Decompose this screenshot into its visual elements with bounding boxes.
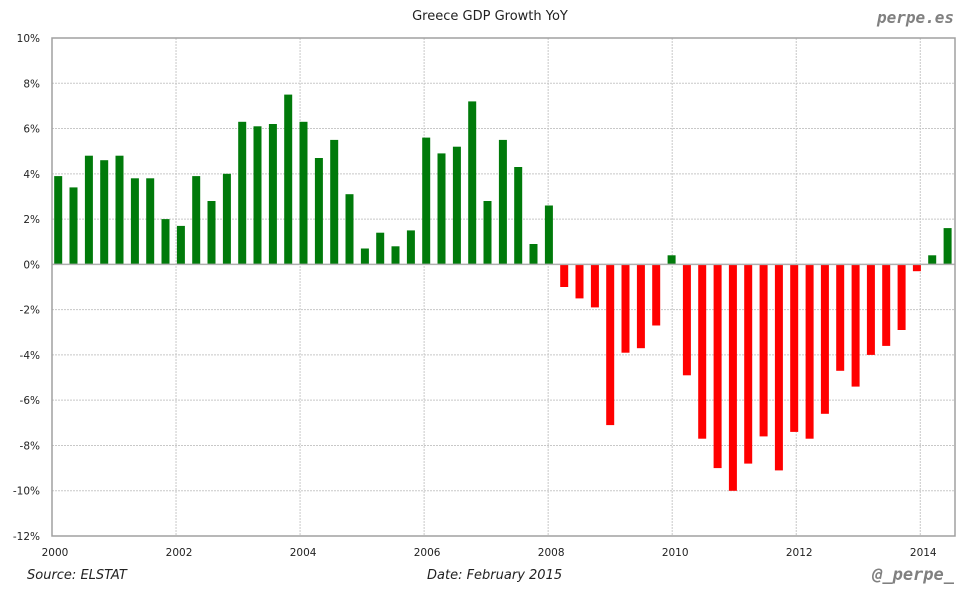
bar-2013Q2 — [866, 264, 875, 355]
bar-2001Q1 — [115, 155, 124, 265]
bar-2014Q2 — [928, 255, 937, 265]
y-tick-label: -8% — [20, 440, 40, 452]
x-tick-label: 2000 — [42, 547, 69, 559]
bar-2010Q1 — [667, 255, 676, 265]
bar-2004Q4 — [345, 194, 354, 265]
bar-2011Q3 — [759, 264, 768, 437]
bar-2007Q3 — [514, 167, 523, 265]
bar-2011Q2 — [744, 264, 753, 464]
grid-lines — [52, 38, 955, 536]
y-axis-ticks: 10% 8% 6% 4% 2% 0% -2% -4% -6% -8% -10% -12% — [13, 33, 40, 543]
bar-2004Q3 — [330, 139, 339, 265]
bar-2012Q3 — [820, 264, 829, 414]
y-tick-label: -12% — [13, 531, 40, 543]
x-tick-label: 2012 — [786, 547, 813, 559]
source-note: Source: ELSTAT — [27, 568, 127, 583]
bar-2013Q3 — [882, 264, 891, 346]
bar-2006Q1 — [422, 137, 431, 265]
bar-2012Q1 — [790, 264, 799, 432]
bar-2006Q2 — [437, 153, 446, 265]
bar-2009Q2 — [621, 264, 630, 353]
x-tick-label: 2006 — [414, 547, 441, 559]
y-tick-label: 6% — [23, 124, 40, 136]
brand-watermark: perpe.es — [876, 8, 954, 27]
bar-2001Q4 — [161, 219, 170, 265]
y-tick-label: -4% — [20, 350, 40, 362]
bar-2000Q3 — [84, 155, 93, 265]
bar-2009Q3 — [636, 264, 645, 349]
y-tick-label: 0% — [23, 259, 40, 271]
bar-2009Q4 — [652, 264, 661, 326]
x-tick-label: 2004 — [290, 547, 317, 559]
bar-2002Q4 — [222, 173, 231, 265]
bar-2012Q2 — [805, 264, 814, 439]
bar-2003Q2 — [253, 126, 262, 265]
bar-2010Q4 — [713, 264, 722, 469]
bar-2000Q1 — [54, 176, 63, 265]
x-tick-label: 2014 — [910, 547, 937, 559]
bar-2003Q3 — [268, 124, 277, 265]
bar-2013Q4 — [897, 264, 906, 330]
bar-2005Q1 — [360, 248, 369, 265]
bar-2005Q2 — [376, 232, 385, 265]
chart-title: Greece GDP Growth YoY — [412, 9, 568, 24]
bar-2008Q1 — [544, 205, 553, 265]
bar-2004Q2 — [314, 158, 323, 265]
x-tick-label: 2002 — [166, 547, 193, 559]
x-tick-label: 2010 — [662, 547, 689, 559]
y-tick-label: 2% — [23, 214, 40, 226]
bar-2011Q1 — [728, 264, 737, 491]
bar-2011Q4 — [774, 264, 783, 471]
bar-2008Q4 — [590, 264, 599, 308]
bar-2008Q3 — [575, 264, 584, 299]
bar-2001Q3 — [146, 178, 155, 265]
y-tick-label: 4% — [23, 169, 40, 181]
bar-2007Q2 — [498, 139, 507, 265]
bar-2001Q2 — [130, 178, 139, 265]
bar-2014Q1 — [912, 264, 921, 272]
bar-2008Q2 — [560, 264, 569, 287]
plot-border — [51, 37, 956, 537]
bar-2010Q2 — [682, 264, 691, 376]
date-note: Date: February 2015 — [427, 568, 563, 583]
bar-2002Q1 — [176, 225, 185, 265]
bar-2002Q3 — [207, 201, 216, 265]
bar-2003Q4 — [284, 94, 293, 265]
bar-2000Q2 — [69, 187, 78, 265]
y-tick-label: -6% — [20, 395, 40, 407]
bar-2004Q1 — [299, 121, 308, 265]
twitter-handle: @_perpe_ — [872, 565, 954, 585]
bar-2006Q4 — [468, 101, 477, 265]
bar-2013Q1 — [851, 264, 860, 387]
bar-2010Q3 — [698, 264, 707, 439]
bar-2006Q3 — [452, 146, 461, 265]
bars — [54, 94, 952, 491]
bar-2005Q3 — [391, 246, 400, 265]
bar-2014Q3 — [943, 228, 952, 265]
bar-2012Q4 — [836, 264, 845, 371]
x-axis-ticks: 2000 2002 2004 2006 2008 2010 2012 2014 — [42, 547, 937, 559]
bar-2005Q4 — [406, 230, 415, 265]
y-tick-label: 10% — [17, 33, 40, 45]
bar-2007Q1 — [483, 201, 492, 265]
x-tick-label: 2008 — [538, 547, 565, 559]
bar-2007Q4 — [529, 244, 538, 265]
bar-2009Q1 — [606, 264, 615, 426]
bar-2003Q1 — [238, 121, 247, 265]
y-tick-label: 8% — [23, 78, 40, 90]
bar-2000Q4 — [100, 160, 109, 265]
y-tick-label: -10% — [13, 486, 40, 498]
bar-2002Q2 — [192, 176, 201, 265]
y-tick-label: -2% — [20, 305, 40, 317]
